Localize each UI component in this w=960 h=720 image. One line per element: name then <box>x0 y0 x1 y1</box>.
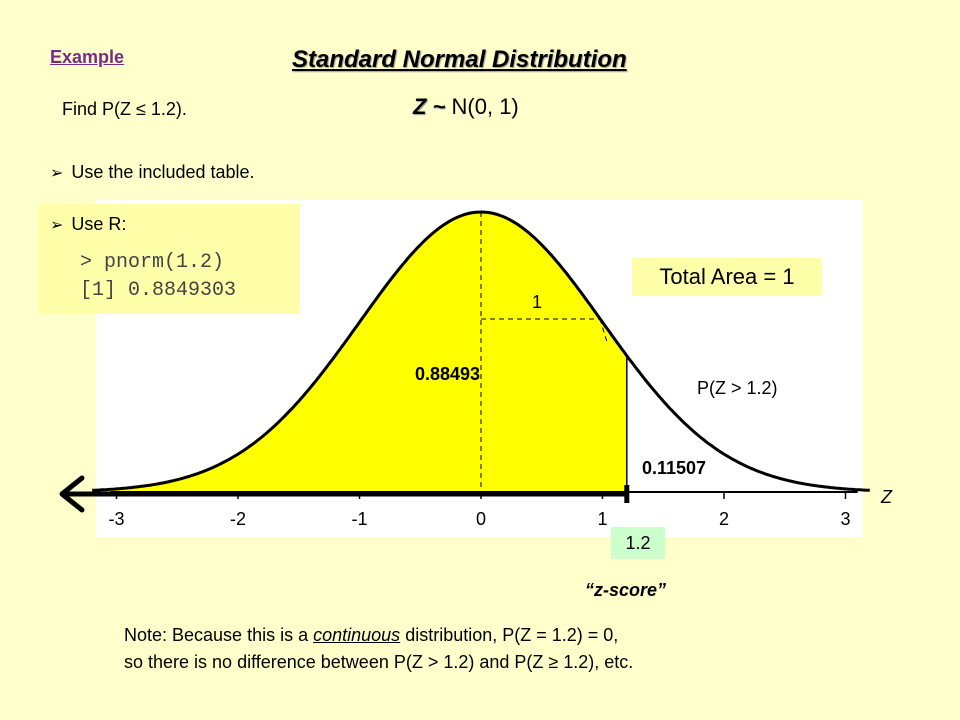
left-tail-area <box>92 212 627 492</box>
distribution-suffix: N(0, 1) <box>445 94 519 119</box>
x-tick-label: -3 <box>108 509 124 529</box>
x-tick-label: -2 <box>230 509 246 529</box>
axis-label: Z <box>880 487 893 507</box>
r-code-box: ➢ Use R: > pnorm(1.2) [1] 0.8849303 <box>38 204 300 314</box>
cumulative-arrow-head-icon <box>59 475 85 513</box>
height-label: 1 <box>532 292 542 312</box>
note-line-1b: distribution, P(Z = 1.2) = 0, <box>400 625 619 645</box>
page-title: Standard Normal Distribution <box>292 46 627 73</box>
z-score-caption: “z-score” <box>585 580 667 600</box>
r-output: [1] 0.8849303 <box>80 279 237 302</box>
arrow-bullet-icon: ➢ <box>50 215 64 234</box>
distribution-notation: Z ~ N(0, 1) <box>413 94 519 120</box>
find-text: Find P(Z ≤ 1.2). <box>62 99 187 119</box>
x-tick-labels: -3 -2 -1 0 1 2 3 <box>108 509 850 529</box>
arrow-bullet-icon: ➢ <box>50 163 64 182</box>
note-continuous: continuous <box>313 625 401 645</box>
z-value-box: 1.2 <box>611 527 665 559</box>
note-text: Note: Because this is a continuous distr… <box>124 622 633 676</box>
x-tick-label: 1 <box>597 509 607 529</box>
r-label-text: Use R: <box>71 214 127 234</box>
r-command: > pnorm(1.2) <box>80 251 225 274</box>
example-link[interactable]: Example <box>50 47 125 67</box>
slope-dashed-line <box>599 318 608 343</box>
bullet-table: ➢ Use the included table. <box>50 162 255 183</box>
total-area-box: Total Area = 1 <box>632 258 822 296</box>
note-line-1a: Note: Because this is a <box>124 625 314 645</box>
x-tick-label: 2 <box>719 509 729 529</box>
distribution-prefix: Z ~ <box>413 94 446 119</box>
bullet-table-text: Use the included table. <box>71 162 255 182</box>
right-area-label: 0.11507 <box>642 458 706 478</box>
r-label: ➢ Use R: <box>50 214 126 235</box>
left-area-label: 0.88493 <box>415 364 480 384</box>
x-tick-label: 3 <box>840 509 850 529</box>
x-tick-label: -1 <box>351 509 367 529</box>
note-line-1: Note: Because this is a continuous distr… <box>124 622 633 649</box>
right-probability-label: P(Z > 1.2) <box>697 378 778 398</box>
x-tick-label: 0 <box>476 509 486 529</box>
note-line-2: so there is no difference between P(Z > … <box>124 652 634 672</box>
